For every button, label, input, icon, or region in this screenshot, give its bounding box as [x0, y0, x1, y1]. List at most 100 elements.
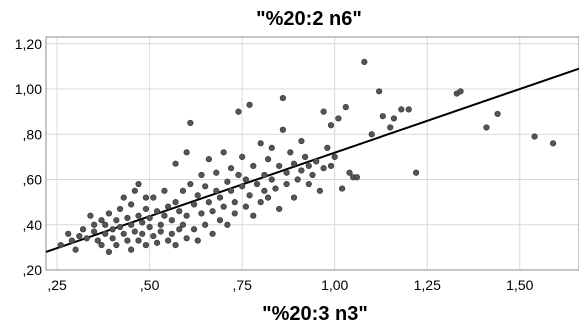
- data-point: [113, 242, 120, 249]
- data-point: [176, 208, 183, 215]
- data-point: [327, 162, 335, 170]
- data-point: [157, 228, 164, 235]
- data-point: [353, 174, 361, 181]
- data-point: [198, 210, 205, 217]
- data-point: [135, 237, 142, 244]
- data-point: [157, 221, 164, 228]
- data-point: [276, 205, 283, 213]
- data-point: [339, 185, 346, 192]
- data-point: [142, 205, 150, 213]
- data-point: [105, 210, 113, 217]
- data-point: [102, 221, 109, 228]
- data-point: [335, 115, 342, 122]
- data-point: [142, 194, 150, 201]
- data-point: [346, 169, 353, 176]
- data-point: [146, 214, 153, 222]
- data-point: [239, 183, 246, 190]
- data-point: [331, 153, 338, 160]
- data-point: [202, 183, 209, 190]
- data-point: [398, 106, 405, 113]
- data-point: [413, 169, 420, 176]
- data-point: [128, 221, 135, 228]
- data-point: [165, 237, 172, 244]
- data-point: [142, 242, 150, 249]
- data-point: [227, 165, 235, 172]
- data-point: [227, 187, 235, 194]
- data-point: [264, 194, 272, 201]
- data-point: [235, 108, 242, 115]
- data-point: [205, 156, 212, 163]
- data-point: [79, 226, 87, 233]
- data-point: [168, 217, 175, 224]
- data-point: [290, 194, 298, 201]
- data-point: [216, 194, 224, 201]
- data-point: [405, 106, 412, 113]
- data-point: [116, 205, 124, 213]
- data-point: [190, 226, 198, 233]
- data-point: [172, 242, 179, 249]
- y-tick-label: 1,20: [15, 36, 42, 52]
- data-point: [124, 214, 131, 222]
- data-point: [91, 228, 98, 235]
- data-point: [209, 230, 216, 237]
- data-point: [361, 58, 368, 65]
- data-point: [128, 201, 135, 208]
- data-point: [272, 185, 279, 192]
- data-point: [298, 167, 305, 174]
- data-point: [231, 210, 238, 217]
- data-point: [279, 94, 286, 102]
- data-point: [224, 221, 231, 228]
- data-point: [124, 237, 131, 244]
- data-point: [205, 199, 212, 206]
- data-point: [213, 187, 220, 194]
- data-point: [224, 178, 231, 185]
- data-point: [239, 153, 246, 160]
- data-point: [379, 113, 386, 120]
- data-point: [390, 115, 398, 122]
- data-point: [235, 171, 242, 179]
- x-axis-label: "%20:3 n3": [262, 303, 368, 325]
- data-point: [57, 242, 64, 249]
- tick-labels: ,25 ,50 ,75 1,00 1,25 1,50 ,20 ,40 ,60 ,80 1,00 1,2…: [15, 36, 534, 293]
- data-point: [135, 180, 142, 188]
- data-point: [187, 180, 194, 188]
- data-point: [183, 235, 190, 242]
- data-point: [109, 235, 116, 242]
- data-point: [279, 126, 286, 133]
- data-point: [83, 235, 90, 242]
- data-point: [316, 187, 324, 194]
- data-point: [261, 187, 268, 194]
- data-point: [220, 203, 227, 210]
- data-point: [68, 237, 76, 244]
- data-point: [220, 149, 227, 156]
- data-point: [194, 192, 201, 199]
- data-point: [246, 192, 253, 199]
- data-point: [98, 242, 105, 249]
- data-point: [102, 230, 109, 237]
- data-point: [91, 221, 98, 228]
- data-point: [283, 169, 290, 176]
- data-point: [131, 228, 138, 235]
- data-point: [183, 212, 190, 219]
- data-point: [253, 180, 261, 188]
- data-point: [76, 232, 83, 240]
- data-point: [72, 246, 79, 253]
- data-point: [294, 176, 301, 183]
- data-point: [161, 212, 168, 219]
- data-point: [301, 153, 309, 160]
- data-point: [146, 223, 153, 231]
- data-point: [387, 124, 394, 131]
- y-tick-label: ,80: [23, 126, 43, 142]
- plot-frame: [45, 36, 579, 271]
- data-point: [457, 88, 464, 95]
- data-point: [202, 221, 209, 228]
- data-point: [120, 230, 127, 237]
- data-point: [87, 212, 94, 219]
- data-point: [242, 203, 249, 210]
- data-point: [327, 122, 335, 129]
- data-point: [120, 194, 127, 201]
- data-point: [116, 223, 124, 231]
- data-point: [139, 230, 146, 237]
- data-point: [261, 171, 268, 179]
- data-point: [213, 169, 220, 176]
